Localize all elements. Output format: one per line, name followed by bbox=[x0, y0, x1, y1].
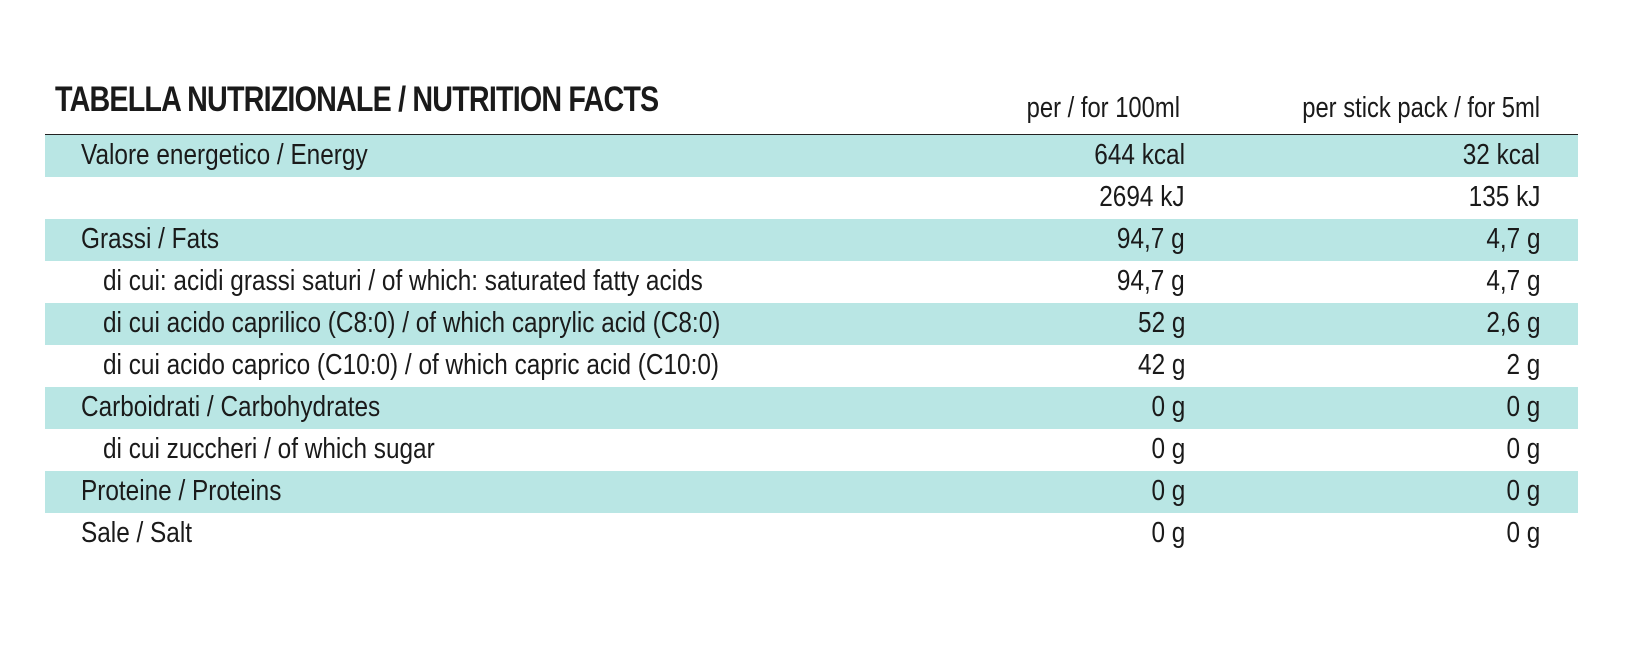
nutrition-table: TABELLA NUTRIZIONALE / NUTRITION FACTS p… bbox=[45, 74, 1578, 555]
column-header-per-stick: per stick pack / for 5ml bbox=[1302, 92, 1540, 124]
table-row-fats: Grassi / Fats 94,7 g 4,7 g bbox=[45, 219, 1578, 261]
value-per-100ml: 0 g bbox=[1151, 475, 1185, 507]
table-row-energy-kj: 2694 kJ 135 kJ bbox=[45, 177, 1578, 219]
value-per-100ml: 2694 kJ bbox=[1099, 181, 1185, 213]
value-per-stick: 4,7 g bbox=[1485, 223, 1540, 255]
value-per-stick: 2 g bbox=[1506, 349, 1540, 381]
table-row-capric-acid: di cui acido caprico (C10:0) / of which … bbox=[45, 345, 1578, 387]
value-per-100ml: 52 g bbox=[1137, 307, 1185, 339]
row-label: Grassi / Fats bbox=[81, 223, 220, 255]
table-row-proteins: Proteine / Proteins 0 g 0 g bbox=[45, 471, 1578, 513]
value-per-100ml: 42 g bbox=[1137, 349, 1185, 381]
value-per-100ml: 0 g bbox=[1151, 391, 1185, 423]
value-per-stick: 0 g bbox=[1506, 433, 1540, 465]
row-label: di cui zuccheri / of which sugar bbox=[103, 433, 435, 465]
value-per-stick: 0 g bbox=[1506, 391, 1540, 423]
table-row-energy-kcal: Valore energetico / Energy 644 kcal 32 k… bbox=[45, 135, 1578, 177]
row-label: Valore energetico / Energy bbox=[81, 139, 368, 171]
value-per-100ml: 644 kcal bbox=[1094, 139, 1185, 171]
column-header-per-100ml: per / for 100ml bbox=[1026, 92, 1180, 124]
value-per-stick: 0 g bbox=[1506, 517, 1540, 549]
value-per-stick: 135 kJ bbox=[1468, 181, 1540, 213]
row-label: di cui acido caprico (C10:0) / of which … bbox=[103, 349, 720, 381]
table-row-sugar: di cui zuccheri / of which sugar 0 g 0 g bbox=[45, 429, 1578, 471]
value-per-stick: 2,6 g bbox=[1485, 307, 1540, 339]
row-label: di cui acido caprilico (C8:0) / of which… bbox=[103, 307, 721, 339]
value-per-100ml: 0 g bbox=[1151, 433, 1185, 465]
table-row-carbohydrates: Carboidrati / Carbohydrates 0 g 0 g bbox=[45, 387, 1578, 429]
table-header: TABELLA NUTRIZIONALE / NUTRITION FACTS p… bbox=[45, 74, 1578, 135]
table-row-salt: Sale / Salt 0 g 0 g bbox=[45, 513, 1578, 555]
value-per-100ml: 94,7 g bbox=[1117, 223, 1185, 255]
value-per-100ml: 94,7 g bbox=[1117, 265, 1185, 297]
value-per-100ml: 0 g bbox=[1151, 517, 1185, 549]
row-label: Sale / Salt bbox=[81, 517, 193, 549]
value-per-stick: 4,7 g bbox=[1485, 265, 1540, 297]
row-label: Proteine / Proteins bbox=[81, 475, 282, 507]
table-title: TABELLA NUTRIZIONALE / NUTRITION FACTS bbox=[55, 80, 659, 119]
table-row-caprylic-acid: di cui acido caprilico (C8:0) / of which… bbox=[45, 303, 1578, 345]
row-label: Carboidrati / Carbohydrates bbox=[81, 391, 381, 423]
value-per-stick: 32 kcal bbox=[1462, 139, 1540, 171]
row-label: di cui: acidi grassi saturi / of which: … bbox=[103, 265, 703, 297]
table-row-saturated-fats: di cui: acidi grassi saturi / of which: … bbox=[45, 261, 1578, 303]
value-per-stick: 0 g bbox=[1506, 475, 1540, 507]
